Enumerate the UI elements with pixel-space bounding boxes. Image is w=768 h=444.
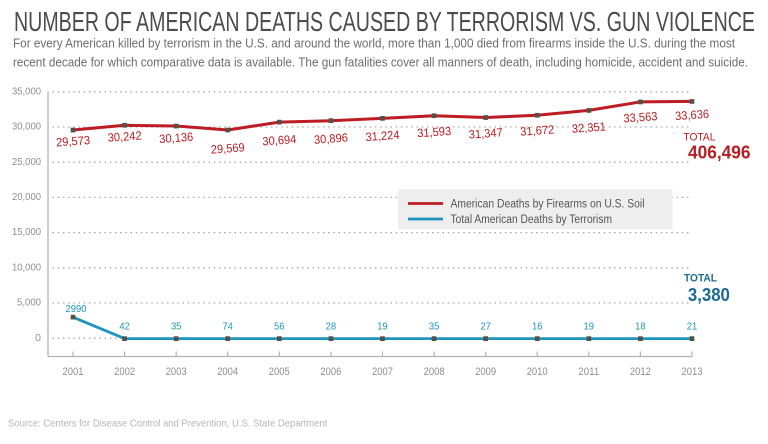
svg-text:31,347: 31,347 bbox=[468, 125, 503, 141]
svg-text:2007: 2007 bbox=[372, 366, 393, 378]
svg-text:30,694: 30,694 bbox=[262, 132, 297, 148]
svg-text:2013: 2013 bbox=[682, 366, 703, 378]
svg-text:2008: 2008 bbox=[424, 366, 445, 378]
svg-text:2006: 2006 bbox=[320, 366, 341, 378]
svg-text:74: 74 bbox=[222, 321, 233, 333]
svg-text:28: 28 bbox=[326, 321, 337, 333]
svg-text:2002: 2002 bbox=[114, 366, 135, 378]
svg-text:NUMBER OF AMERICAN DEATHS CAUS: NUMBER OF AMERICAN DEATHS CAUSED BY TERR… bbox=[14, 6, 755, 37]
svg-text:For every American killed by t: For every American killed by terrorism i… bbox=[13, 37, 735, 51]
svg-text:20,000: 20,000 bbox=[12, 191, 41, 203]
svg-text:18: 18 bbox=[635, 321, 646, 333]
svg-text:21: 21 bbox=[687, 321, 698, 333]
svg-text:3,380: 3,380 bbox=[688, 284, 730, 305]
svg-text:2010: 2010 bbox=[527, 366, 548, 378]
svg-text:0: 0 bbox=[35, 332, 41, 344]
svg-text:32,351: 32,351 bbox=[571, 120, 606, 136]
svg-text:25,000: 25,000 bbox=[12, 156, 41, 168]
svg-text:33,636: 33,636 bbox=[675, 107, 710, 123]
svg-text:19: 19 bbox=[584, 321, 595, 333]
svg-text:2003: 2003 bbox=[166, 366, 187, 378]
svg-text:5,000: 5,000 bbox=[17, 297, 41, 309]
svg-text:35: 35 bbox=[429, 321, 440, 333]
svg-text:2011: 2011 bbox=[578, 366, 599, 378]
svg-text:406,496: 406,496 bbox=[688, 141, 751, 162]
svg-text:TOTAL: TOTAL bbox=[683, 131, 715, 143]
svg-text:2990: 2990 bbox=[66, 303, 87, 315]
svg-text:30,896: 30,896 bbox=[313, 131, 348, 147]
svg-text:29,573: 29,573 bbox=[56, 133, 91, 149]
svg-text:33,563: 33,563 bbox=[623, 109, 658, 125]
svg-text:31,224: 31,224 bbox=[365, 128, 400, 144]
svg-text:42: 42 bbox=[119, 321, 130, 333]
svg-text:30,000: 30,000 bbox=[12, 121, 41, 133]
svg-text:2009: 2009 bbox=[475, 366, 496, 378]
svg-text:56: 56 bbox=[274, 321, 285, 333]
svg-text:American Deaths by Firearms on: American Deaths by Firearms on U.S. Soil bbox=[451, 198, 645, 210]
svg-text:19: 19 bbox=[377, 321, 388, 333]
svg-text:recent decade for which compar: recent decade for which comparative data… bbox=[13, 56, 748, 70]
svg-text:35,000: 35,000 bbox=[12, 85, 41, 97]
svg-text:2004: 2004 bbox=[217, 366, 238, 378]
svg-text:Total American Deaths by Terro: Total American Deaths by Terrorism bbox=[451, 214, 613, 226]
svg-text:Source: Centers for Disease Co: Source: Centers for Disease Control and … bbox=[8, 418, 327, 429]
svg-text:31,593: 31,593 bbox=[417, 124, 452, 140]
svg-text:27: 27 bbox=[480, 321, 491, 333]
svg-text:2012: 2012 bbox=[630, 366, 651, 378]
svg-text:30,242: 30,242 bbox=[107, 128, 142, 144]
svg-text:2005: 2005 bbox=[269, 366, 290, 378]
svg-text:10,000: 10,000 bbox=[12, 261, 41, 273]
svg-text:30,136: 30,136 bbox=[159, 130, 194, 146]
svg-text:35: 35 bbox=[171, 321, 182, 333]
svg-text:29,569: 29,569 bbox=[210, 140, 245, 156]
svg-text:15,000: 15,000 bbox=[12, 226, 41, 238]
svg-text:TOTAL: TOTAL bbox=[684, 273, 717, 285]
svg-text:2001: 2001 bbox=[63, 366, 84, 378]
svg-text:16: 16 bbox=[532, 321, 543, 333]
svg-text:31,672: 31,672 bbox=[520, 122, 555, 138]
